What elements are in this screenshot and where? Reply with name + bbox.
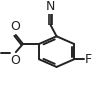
Text: N: N	[46, 0, 55, 13]
Text: O: O	[10, 20, 20, 33]
Text: F: F	[85, 53, 92, 66]
Text: O: O	[10, 54, 20, 67]
